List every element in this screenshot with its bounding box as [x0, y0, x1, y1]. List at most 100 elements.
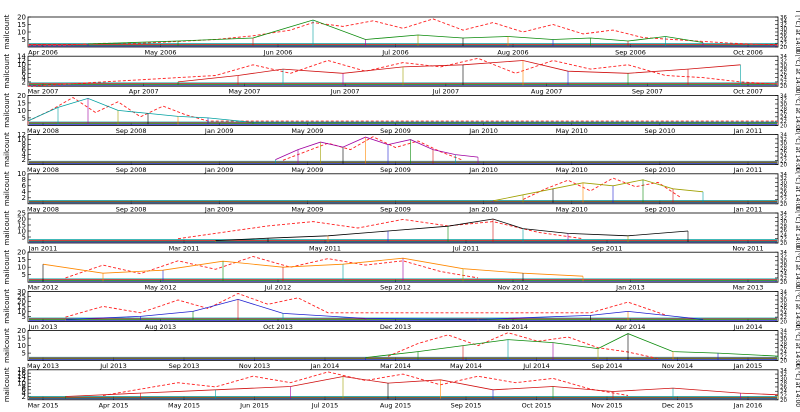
y2-tick-label: 28 [780, 106, 787, 112]
y2-tick-label: 30 [780, 141, 787, 147]
y2-axis-label: T [°C] at 14:00 [794, 362, 800, 408]
y2-tick-label: 32 [780, 176, 787, 182]
y2-tick-label: 22 [780, 198, 787, 204]
y2-tick-label: 32 [780, 254, 787, 260]
x-tick-label: Nov 2011 [732, 245, 763, 253]
y2-tick-label: 32 [780, 215, 787, 221]
y-axis-label: mailcount [3, 14, 11, 49]
y-tick-label: 10 [17, 380, 26, 388]
temperature-line [177, 218, 584, 240]
y-axis-label: mailcount [3, 289, 11, 324]
y2-tick-label: 20 [780, 45, 787, 51]
y2-tick-label: 36 [780, 15, 787, 21]
x-tick-label: Jul 2013 [99, 362, 126, 370]
x-tick-label: Apr 2015 [99, 401, 129, 409]
x-tick-label: May 2008 [27, 127, 59, 135]
y-tick-label: 14 [17, 373, 26, 381]
y-axis-label: mailcount [3, 54, 11, 89]
x-tick-label: Mar 2011 [169, 245, 200, 253]
x-tick-label: Oct 2007 [733, 88, 763, 96]
y-tick-label: 20 [17, 327, 26, 335]
x-tick-label: Oct 2006 [733, 49, 763, 57]
x-tick-label: May 2012 [144, 284, 176, 292]
x-tick-label: Jun 2014 [733, 323, 763, 331]
x-tick-label: Sep 2008 [116, 166, 147, 174]
x-tick-label: Aug 2015 [380, 401, 411, 409]
x-tick-label: Mar 2015 [28, 401, 59, 409]
y-tick-label: 20 [17, 298, 26, 306]
mail-series-line [365, 333, 779, 358]
plot-frame [27, 369, 779, 401]
y2-tick-label: 28 [780, 224, 787, 230]
y2-tick-label: 26 [780, 71, 787, 77]
y2-tick-label: 26 [780, 228, 787, 234]
y-tick-label: 25 [17, 293, 26, 301]
chart-panel-3: 51015202022242628303234mailcountT [°C] a… [3, 87, 800, 135]
plot-frame [27, 134, 779, 166]
y2-tick-label: 34 [780, 211, 787, 217]
y-tick-label: 10 [17, 136, 26, 144]
mail-series-line [275, 136, 479, 160]
y-tick-label: 12 [17, 131, 26, 139]
y2-axis-label: T [°C] at 14:00 [794, 48, 800, 94]
y2-axis-label: T [°C] at 14:00 [794, 126, 800, 172]
y2-tick-label: 24 [780, 193, 787, 199]
y2-tick-label: 28 [780, 30, 787, 36]
y2-tick-label: 24 [780, 350, 787, 356]
x-tick-label: Feb 2014 [498, 323, 528, 331]
x-tick-label: Sep 2010 [644, 205, 675, 213]
y2-tick-label: 32 [780, 58, 787, 64]
y-tick-label: 20 [17, 92, 26, 100]
x-tick-label: Jan 2009 [204, 205, 234, 213]
y2-tick-label: 34 [780, 93, 787, 99]
y2-tick-label: 28 [780, 302, 787, 308]
x-tick-label: Jan 2009 [204, 127, 234, 135]
y2-tick-label: 20 [780, 280, 787, 286]
y2-tick-label: 24 [780, 154, 787, 160]
y-tick-label: 5 [22, 233, 26, 241]
y2-tick-label: 20 [780, 241, 787, 247]
y-tick-label: 2 [22, 393, 26, 401]
x-tick-label: Jan 2015 [733, 362, 763, 370]
x-tick-label: Apr 2014 [616, 323, 646, 331]
y2-tick-label: 32 [780, 333, 787, 339]
temperature-line [65, 293, 666, 318]
y-axis-label: mailcount [3, 328, 11, 363]
chart-panel-4: 246810122022242628303234mailcountT [°C] … [3, 126, 800, 174]
temperature-line [65, 256, 479, 279]
chart-panel-8: 510152025302022242628303234mailcountT [°… [3, 283, 800, 331]
y-tick-label: 18 [17, 366, 26, 374]
y-axis-label: mailcount [3, 210, 11, 245]
x-tick-label: May 2011 [309, 245, 341, 253]
y-axis-label: mailcount [3, 93, 11, 128]
y2-tick-label: 30 [780, 26, 787, 32]
x-tick-label: Jul 2014 [522, 362, 549, 370]
x-tick-label: May 2007 [228, 88, 260, 96]
y-tick-label: 8 [22, 141, 26, 149]
y2-tick-label: 22 [780, 315, 787, 321]
x-tick-label: Oct 2013 [263, 323, 293, 331]
y2-axis-label: T [°C] at 14:00 [794, 283, 800, 329]
x-tick-label: Jan 2011 [733, 166, 763, 174]
y-tick-label: 16 [17, 370, 26, 378]
y-tick-label: 4 [22, 151, 27, 159]
y-tick-label: 20 [17, 13, 26, 21]
y2-tick-label: 22 [780, 237, 787, 243]
x-tick-label: Sep 2009 [380, 205, 411, 213]
x-tick-label: Jul 2007 [432, 88, 459, 96]
x-tick-label: Jan 2011 [733, 127, 763, 135]
y-tick-label: 10 [17, 107, 26, 115]
y-tick-label: 12 [17, 376, 26, 384]
y2-tick-label: 26 [780, 189, 787, 195]
y-tick-label: 6 [22, 70, 27, 78]
y-tick-label: 15 [17, 21, 26, 29]
x-tick-label: Nov 2015 [591, 401, 622, 409]
y2-tick-label: 22 [780, 276, 787, 282]
y2-tick-label: 20 [780, 84, 787, 90]
x-tick-label: Aug 2013 [145, 323, 176, 331]
x-tick-label: Mar 2014 [380, 362, 411, 370]
y-tick-label: 8 [22, 65, 26, 73]
x-tick-label: May 2008 [27, 166, 59, 174]
y2-tick-label: 20 [780, 202, 787, 208]
